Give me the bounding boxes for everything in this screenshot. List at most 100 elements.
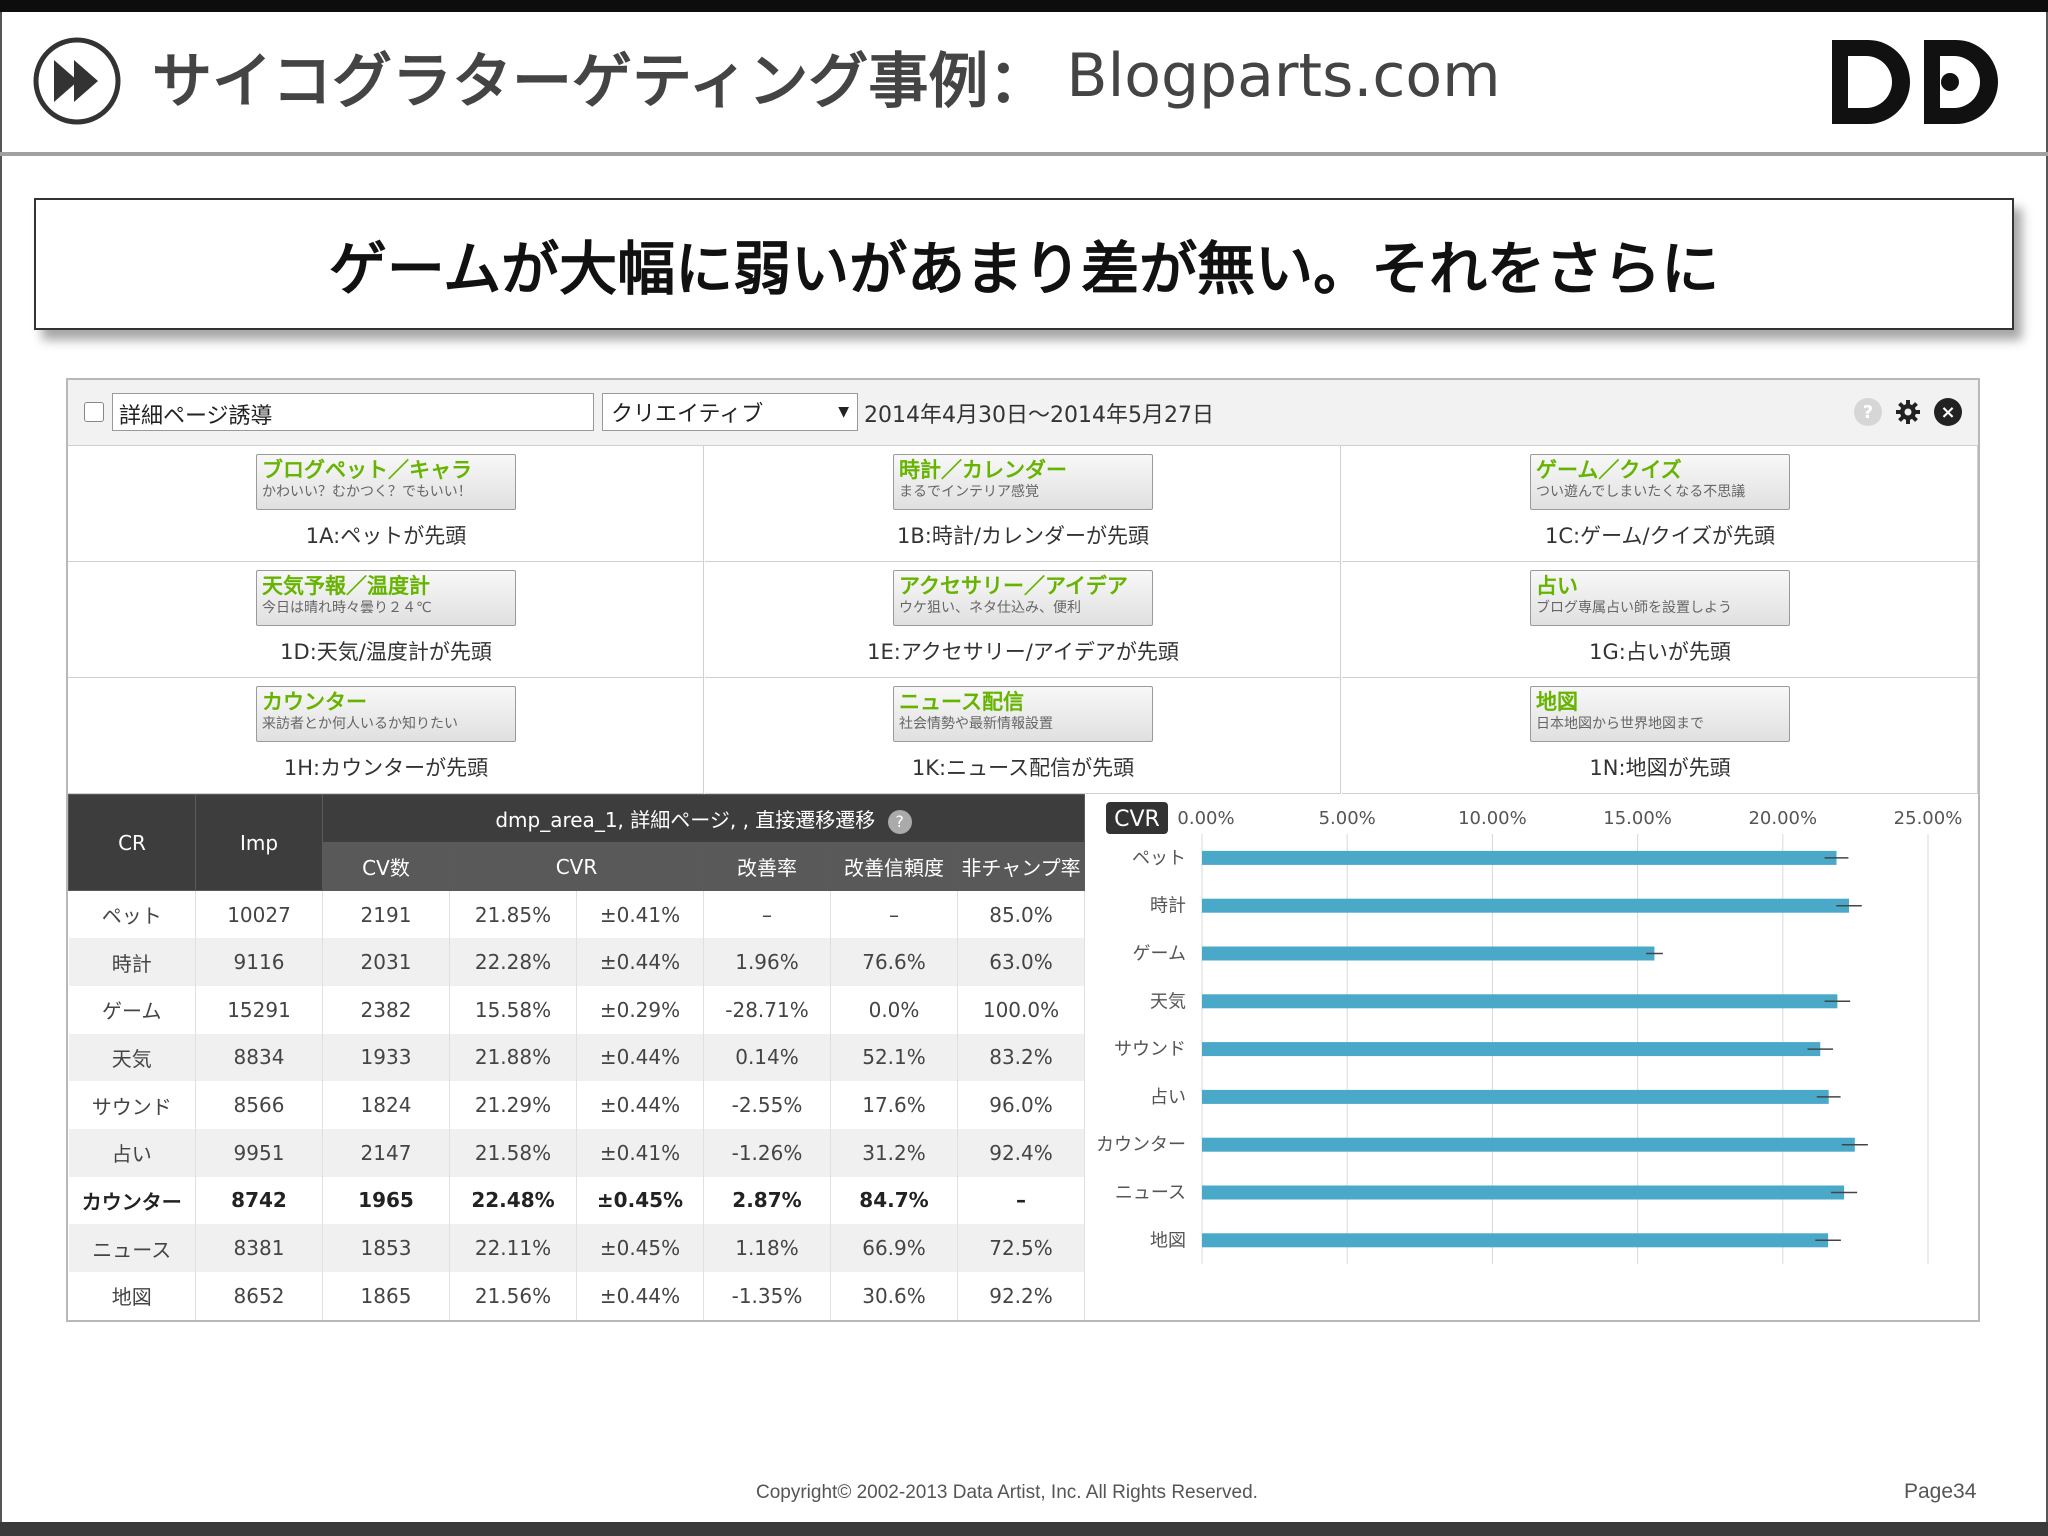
creative-cell: ゲーム／クイズ つい遊んでしまいたくなる不思議 1C:ゲーム/クイズが先頭: [1342, 446, 1978, 562]
table-row: ニュース 8381 1853 22.11% ±0.45% 1.18% 66.9% 72.5%: [68, 1224, 1085, 1272]
creative-caption: 1D:天気/温度計が先頭: [280, 640, 492, 664]
cell-confidence: 66.9%: [830, 1224, 958, 1272]
creative-cell: 地図日本地図から世界地図まで 1N:地図が先頭: [1342, 678, 1978, 794]
slide-title-en: Blogparts.com: [1066, 41, 1501, 111]
header-divider: [0, 152, 2048, 156]
cell-nonchamp: 96.0%: [957, 1081, 1085, 1129]
cell-cvr: 22.48%: [449, 1176, 577, 1225]
cell-cr: 地図: [68, 1272, 196, 1320]
chart-x-tick-label: 25.00%: [1894, 808, 1963, 829]
table-row: ペット 10027 2191 21.85% ±0.41% – –85.0%: [68, 890, 1085, 939]
creative-caption: 1B:時計/カレンダーが先頭: [897, 524, 1149, 548]
cell-cvr: 21.56%: [449, 1272, 577, 1320]
cell-cvr-error: ±0.45%: [576, 1224, 704, 1272]
left-border: [0, 12, 2, 1522]
chart-category-label: カウンター: [1096, 1135, 1186, 1156]
bottom-strip: [0, 1522, 2048, 1536]
cell-cr: 天気: [68, 1033, 196, 1082]
close-icon[interactable]: ×: [1934, 398, 1962, 426]
creative-banner[interactable]: 占い ブログ専属占い師を設置しよう: [1530, 570, 1790, 626]
chart-bar: [1202, 1233, 1829, 1248]
creative-banner-subtitle: かわいい？むかつく？でもいい！: [262, 484, 472, 500]
cell-lift: -1.26%: [703, 1128, 831, 1177]
page-number: Page34: [1904, 1480, 1977, 1503]
chart-bar: [1202, 1042, 1821, 1057]
cell-imp: 8652: [195, 1272, 323, 1320]
creative-banner-subtitle: 社会情勢や最新情報設置: [899, 716, 1053, 732]
creative-banner-subtitle: 日本地図から世界地図まで: [1536, 716, 1704, 732]
help-circle-icon[interactable]: ?: [887, 809, 912, 834]
creative-banner[interactable]: アクセサリー／アイデア ウケ狙い、ネタ仕込み、便利: [893, 570, 1153, 626]
toolbar-icons: ? ×: [1854, 398, 1962, 426]
chart-title: CVR: [1114, 807, 1160, 832]
col-header-cr: CR: [68, 794, 196, 891]
cell-imp: 8834: [195, 1033, 323, 1082]
creative-cell: アクセサリー／アイデア ウケ狙い、ネタ仕込み、便利 1E:アクセサリー/アイデアが先…: [705, 562, 1341, 678]
creative-caption: 1G:占いが先頭: [1589, 640, 1731, 664]
creative-banner[interactable]: 天気予報／温度計 今日は晴れ時々曇り２４℃: [256, 570, 516, 626]
chart-x-tick-label: 0.00%: [1177, 808, 1234, 829]
cell-cr: ペット: [68, 890, 196, 939]
cell-nonchamp: 63.0%: [957, 938, 1085, 986]
creative-banner-title: 時計／カレンダー: [899, 458, 1067, 482]
creative-banner[interactable]: ニュース配信社会情勢や最新情報設置: [893, 686, 1153, 742]
cell-cv: 2382: [322, 985, 450, 1034]
cell-confidence: 31.2%: [830, 1128, 958, 1177]
table-row: カウンター 8742 1965 22.48% ±0.45% 2.87% 84.7% –: [68, 1176, 1085, 1225]
cell-cr: サウンド: [68, 1081, 196, 1129]
cell-nonchamp: 85.0%: [957, 890, 1085, 939]
cell-cvr-error: ±0.44%: [576, 1033, 704, 1082]
cell-cv: 1865: [322, 1272, 450, 1320]
creative-caption: 1E:アクセサリー/アイデアが先頭: [867, 640, 1179, 664]
cell-cvr-error: ±0.41%: [576, 1128, 704, 1177]
cell-cv: 1965: [322, 1176, 450, 1225]
help-icon[interactable]: ?: [1854, 398, 1882, 426]
creative-banner-subtitle: まるでインテリア感覚: [899, 484, 1039, 500]
cell-nonchamp: 72.5%: [957, 1224, 1085, 1272]
dropdown-arrow-icon: ▼: [838, 404, 849, 420]
segment-input[interactable]: 詳細ページ誘導: [112, 393, 594, 431]
table-row: 地図 8652 1865 21.56% ±0.44% -1.35% 30.6% 92.2%: [68, 1272, 1085, 1320]
creative-banner-title: カウンター: [262, 690, 367, 714]
creative-banner-title: 天気予報／温度計: [262, 574, 430, 598]
gear-icon[interactable]: [1894, 398, 1922, 426]
cell-cvr: 21.29%: [449, 1081, 577, 1129]
cell-nonchamp: 83.2%: [957, 1033, 1085, 1082]
creative-banner[interactable]: ゲーム／クイズ つい遊んでしまいたくなる不思議: [1530, 454, 1790, 510]
col-header-lift: 改善率: [703, 842, 831, 891]
creative-banner[interactable]: 時計／カレンダーまるでインテリア感覚: [893, 454, 1153, 510]
cell-lift: 1.18%: [703, 1224, 831, 1272]
segment-checkbox[interactable]: [84, 402, 104, 422]
creative-banner[interactable]: カウンター 来訪者とか何人いるか知りたい: [256, 686, 516, 742]
cell-imp: 15291: [195, 985, 323, 1034]
creative-banner[interactable]: ブログペット／キャラ かわいい？むかつく？でもいい！: [256, 454, 516, 510]
chart-x-tick-label: 10.00%: [1458, 808, 1527, 829]
headline-text: ゲームが大幅に弱いがあまり差が無い。それをさらに: [328, 235, 1720, 303]
chart-title-badge: [1106, 802, 1168, 834]
dimension-select[interactable]: クリエイティブ ▼: [602, 393, 858, 431]
cell-cvr: 21.85%: [449, 890, 577, 939]
creative-banner-subtitle: ウケ狙い、ネタ仕込み、便利: [899, 600, 1081, 616]
creative-banner-title: ニュース配信: [899, 690, 1024, 714]
creative-caption: 1N:地図が先頭: [1589, 756, 1731, 780]
cell-imp: 8742: [195, 1176, 323, 1225]
table-row: ゲーム 15291 2382 15.58% ±0.29% -28.71% 0.0% 100.0…: [68, 985, 1085, 1034]
col-header-confidence: 改善信頼度: [830, 842, 958, 891]
col-header-nonchamp: 非チャンプ率: [957, 842, 1085, 891]
cell-imp: 10027: [195, 890, 323, 939]
dp-logo: [1832, 40, 1998, 124]
creative-banner-title: 地図: [1536, 690, 1578, 714]
cell-cr: 時計: [68, 938, 196, 986]
cell-confidence: 52.1%: [830, 1033, 958, 1082]
cell-cvr: 21.88%: [449, 1033, 577, 1082]
date-range: 2014年4月30日～2014年5月27日: [864, 403, 1214, 428]
table-row: サウンド 8566 1824 21.29% ±0.44% -2.55% 17.6% 96.0%: [68, 1081, 1085, 1129]
cell-cvr: 22.11%: [449, 1224, 577, 1272]
cell-lift: 2.87%: [703, 1176, 831, 1225]
cell-cv: 1824: [322, 1081, 450, 1129]
creative-banner[interactable]: 地図日本地図から世界地図まで: [1530, 686, 1790, 742]
cell-cr: ニュース: [68, 1224, 196, 1272]
chart-category-label: 地図: [1150, 1230, 1186, 1251]
cell-cvr-error: ±0.45%: [576, 1176, 704, 1225]
creative-caption: 1A:ペットが先頭: [305, 524, 467, 548]
